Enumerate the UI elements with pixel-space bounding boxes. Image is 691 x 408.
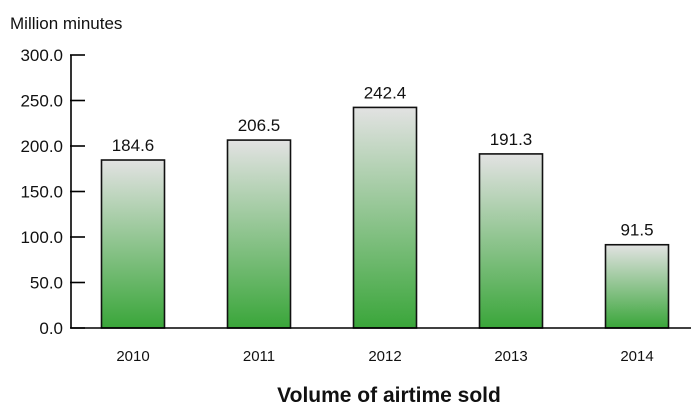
data-label: 91.5 [620,221,653,240]
x-axis: 2010 2011 2012 2013 2014 [71,327,691,365]
bars-group: 184.6 206.5 242.4 191.3 91.5 [100,83,670,329]
y-tick-label: 150.0 [20,183,63,202]
y-tick-label: 200.0 [20,137,63,156]
bar-2011 [226,139,292,329]
x-tick-label: 2011 [243,348,275,365]
x-tick-label: 2012 [368,348,401,365]
y-tick-label: 250.0 [20,92,63,111]
bar-2014 [604,243,670,329]
data-label: 191.3 [490,130,533,149]
y-tick-label: 50.0 [30,274,63,293]
bar-2010 [100,159,166,329]
data-label: 206.5 [238,116,281,135]
y-tick-label: 300.0 [20,46,63,65]
data-label: 184.6 [112,136,155,155]
y-axis-label: Million minutes [10,14,122,33]
data-label: 242.4 [364,83,407,102]
x-tick-label: 2013 [494,348,527,365]
bar-2012 [352,106,418,329]
chart-title: Volume of airtime sold [277,384,501,407]
x-tick-label: 2014 [620,348,653,365]
bar-2013 [478,153,544,329]
y-axis: 0.0 50.0 100.0 150.0 200.0 250.0 300.0 [20,46,85,338]
x-tick-label: 2010 [116,348,149,365]
y-tick-label: 100.0 [20,228,63,247]
y-tick-label: 0.0 [39,319,63,338]
